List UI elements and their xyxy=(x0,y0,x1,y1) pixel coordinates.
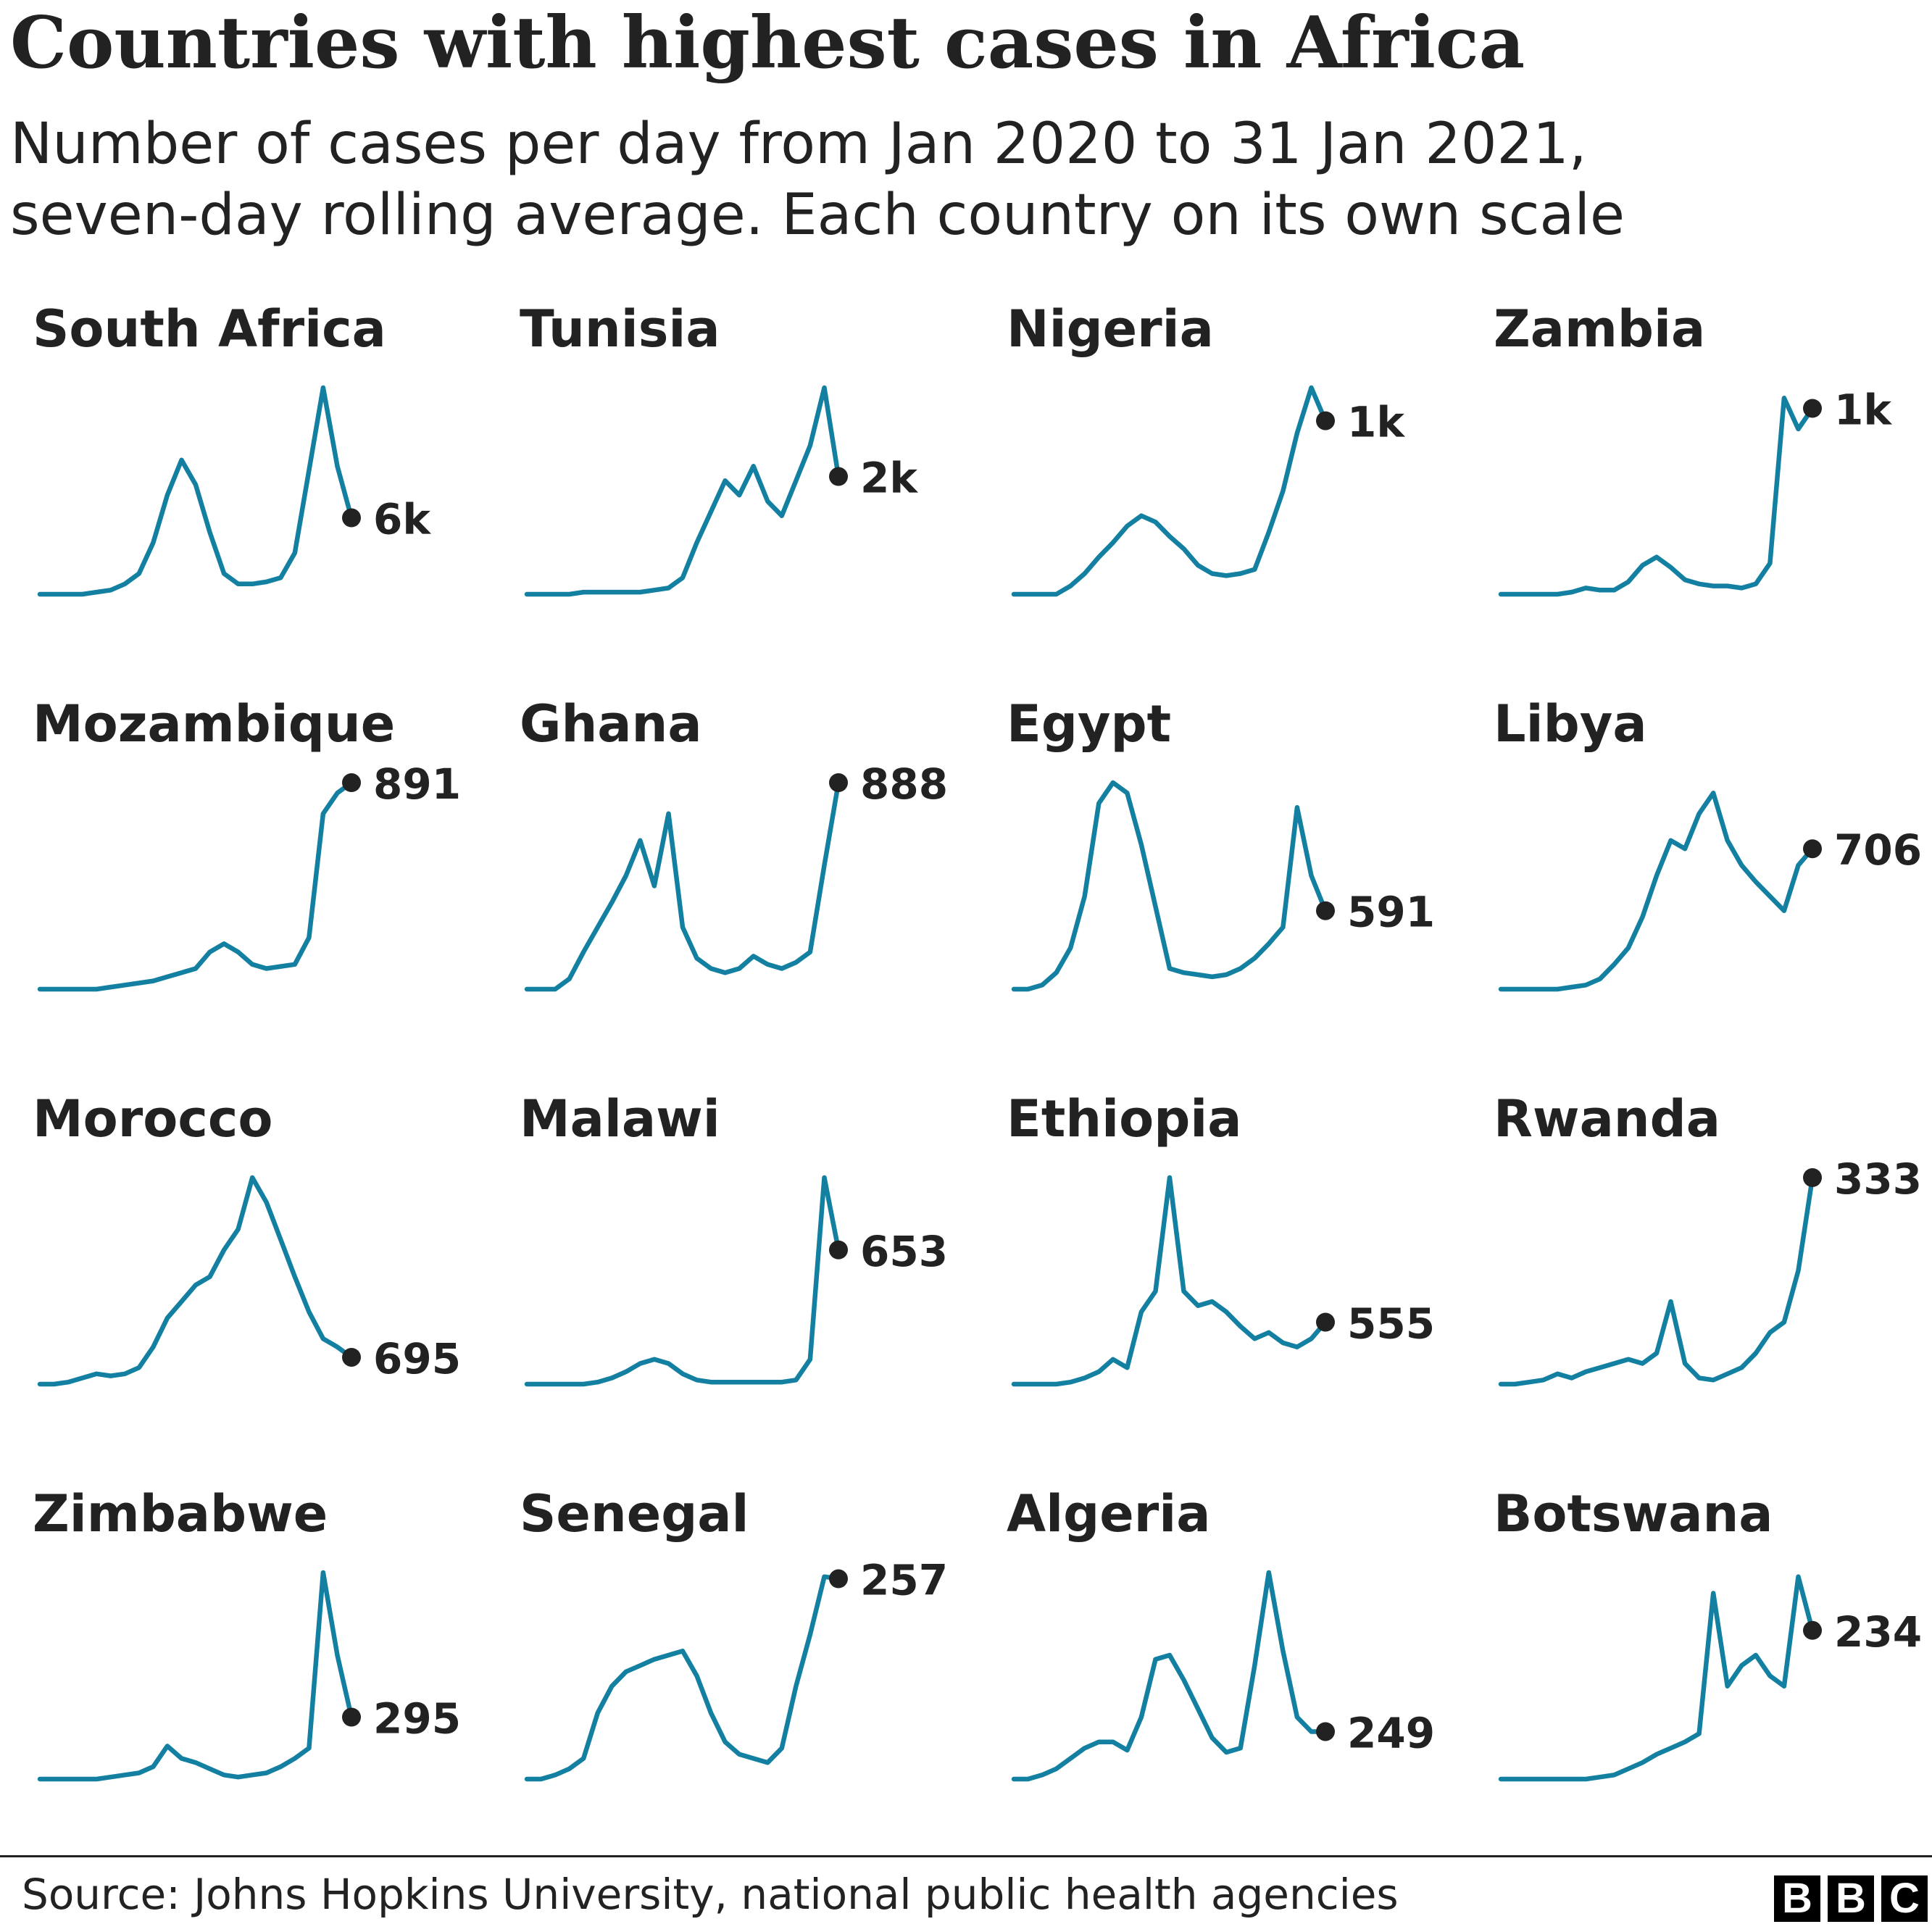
case-trend-line xyxy=(524,1175,841,1387)
latest-value-dot xyxy=(829,773,848,792)
country-panel: Egypt 591 xyxy=(1007,694,1435,992)
bbc-logo-letter: B xyxy=(1774,1875,1820,1922)
country-panel: Rwanda 333 xyxy=(1494,1089,1922,1387)
country-panel: Algeria 249 xyxy=(1007,1484,1435,1782)
latest-value-dot xyxy=(342,1707,361,1727)
latest-value-dot xyxy=(1316,1312,1335,1332)
country-name: Mozambique xyxy=(33,694,395,754)
latest-value-label: 653 xyxy=(860,1227,948,1276)
country-name: Morocco xyxy=(33,1089,272,1149)
country-name: Ghana xyxy=(520,694,702,754)
country-name: Tunisia xyxy=(520,299,720,359)
latest-value-dot xyxy=(342,508,361,528)
country-name: South Africa xyxy=(33,299,386,359)
latest-value-label: 249 xyxy=(1347,1708,1435,1757)
latest-value-dot xyxy=(1316,411,1335,430)
footer-divider xyxy=(0,1855,1932,1857)
country-panel: South Africa 6k xyxy=(33,299,431,597)
case-trend-line xyxy=(37,780,354,992)
case-trend-line xyxy=(37,1175,354,1387)
latest-value-label: 333 xyxy=(1834,1154,1922,1204)
country-name: Senegal xyxy=(520,1484,749,1544)
latest-value-label: 6k xyxy=(373,495,431,544)
country-name: Libya xyxy=(1494,694,1647,754)
bbc-logo: B B C xyxy=(1774,1875,1928,1922)
latest-value-dot xyxy=(1803,399,1822,418)
case-trend-line xyxy=(524,780,841,992)
case-trend-line xyxy=(524,1574,841,1782)
small-multiples-grid: South Africa 6k Tunisia 2k Nigeria 1k Zambia 1k… xyxy=(33,299,1922,1782)
country-panel: Libya 706 xyxy=(1494,694,1922,992)
latest-value-dot xyxy=(1316,901,1335,920)
latest-value-dot xyxy=(1316,1722,1335,1741)
bbc-logo-letter: C xyxy=(1881,1875,1928,1922)
latest-value-label: 295 xyxy=(373,1694,461,1744)
latest-value-dot xyxy=(829,1569,848,1589)
country-panel: Zambia 1k xyxy=(1494,299,1892,597)
case-trend-line xyxy=(37,385,354,597)
latest-value-label: 706 xyxy=(1834,825,1922,875)
chart-subtitle-line-2: seven-day rolling average. Each country … xyxy=(10,183,1625,248)
country-name: Egypt xyxy=(1007,694,1171,754)
case-trend-line xyxy=(1498,396,1815,597)
country-name: Malawi xyxy=(520,1089,720,1149)
country-panel: Botswana 234 xyxy=(1494,1484,1922,1782)
country-panel: Zimbabwe 295 xyxy=(33,1484,461,1782)
latest-value-label: 555 xyxy=(1347,1299,1435,1349)
latest-value-label: 888 xyxy=(860,759,948,809)
case-trend-line xyxy=(1011,385,1328,597)
country-panel: Malawi 653 xyxy=(520,1089,948,1387)
country-panel: Ethiopia 555 xyxy=(1007,1089,1435,1387)
source-note: Source: Johns Hopkins University, nation… xyxy=(22,1870,1399,1919)
latest-value-label: 591 xyxy=(1347,888,1435,937)
latest-value-dot xyxy=(1803,1620,1822,1640)
case-trend-line xyxy=(37,1570,354,1782)
latest-value-label: 234 xyxy=(1834,1607,1922,1657)
latest-value-label: 891 xyxy=(373,759,461,809)
latest-value-dot xyxy=(1803,1168,1822,1187)
case-trend-line xyxy=(1498,1175,1815,1387)
country-panel: Nigeria 1k xyxy=(1007,299,1405,597)
latest-value-dot xyxy=(342,773,361,792)
country-name: Nigeria xyxy=(1007,299,1214,359)
country-panel: Morocco 695 xyxy=(33,1089,461,1387)
country-name: Rwanda xyxy=(1494,1089,1720,1149)
latest-value-label: 257 xyxy=(860,1556,948,1605)
latest-value-label: 1k xyxy=(1347,398,1405,447)
country-name: Algeria xyxy=(1007,1484,1211,1544)
country-name: Ethiopia xyxy=(1007,1089,1242,1149)
latest-value-label: 1k xyxy=(1834,386,1892,435)
bbc-logo-letter: B xyxy=(1828,1875,1874,1922)
latest-value-label: 2k xyxy=(860,454,918,503)
case-trend-line xyxy=(1011,1570,1328,1782)
latest-value-dot xyxy=(1803,839,1822,859)
latest-value-dot xyxy=(829,1240,848,1259)
case-trend-line xyxy=(1498,1574,1815,1782)
country-name: Zimbabwe xyxy=(33,1484,328,1544)
country-name: Zambia xyxy=(1494,299,1705,359)
latest-value-dot xyxy=(829,467,848,486)
country-name: Botswana xyxy=(1494,1484,1773,1544)
case-trend-line xyxy=(1498,791,1815,992)
case-trend-line xyxy=(1011,780,1328,992)
latest-value-dot xyxy=(342,1347,361,1367)
chart-title: Countries with highest cases in Africa xyxy=(10,1,1525,85)
country-panel: Tunisia 2k xyxy=(520,299,918,597)
country-panel: Senegal 257 xyxy=(520,1484,948,1782)
country-panel: Ghana 888 xyxy=(520,694,948,992)
chart-subtitle-line-1: Number of cases per day from Jan 2020 to… xyxy=(10,112,1587,177)
case-trend-line xyxy=(524,385,841,597)
case-trend-line xyxy=(1011,1175,1328,1387)
latest-value-label: 695 xyxy=(373,1334,461,1383)
